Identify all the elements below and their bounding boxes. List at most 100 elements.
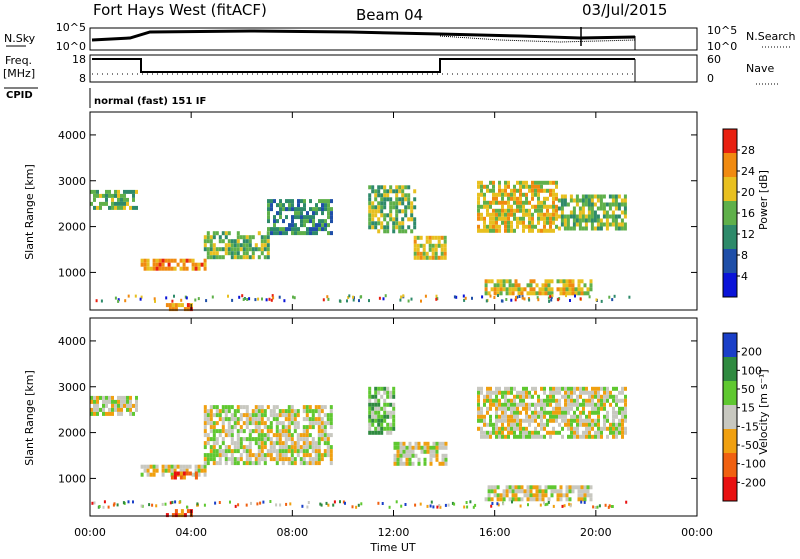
power-cell	[568, 291, 572, 296]
power-cell	[516, 216, 519, 221]
power-cell	[321, 207, 324, 212]
velocity-cell	[290, 433, 294, 438]
velocity-cell	[399, 449, 403, 454]
velocity-cell	[302, 441, 306, 446]
velocity-cell	[507, 414, 510, 419]
velocity-cell	[266, 449, 270, 454]
velocity-cell	[302, 433, 306, 438]
velocity-cell	[576, 434, 579, 439]
power-cell	[507, 212, 510, 217]
power-cell	[513, 196, 516, 201]
power-cell	[513, 200, 516, 205]
velocity-cell	[591, 418, 594, 423]
power-cell	[543, 200, 546, 205]
velocity-cell	[522, 398, 525, 403]
power-cell	[186, 303, 190, 308]
power-cell	[395, 185, 399, 190]
power-cell	[179, 258, 183, 263]
power-cell	[167, 258, 171, 263]
velocity-cell	[180, 513, 184, 518]
power-cell	[117, 299, 120, 303]
velocity-cell	[212, 457, 216, 462]
power-cell	[566, 214, 570, 219]
power-cell	[434, 235, 438, 240]
power-cell	[507, 192, 510, 197]
velocity-cell	[278, 421, 282, 426]
power-cell	[537, 212, 540, 217]
power-cell	[537, 200, 540, 205]
velocity-cell	[588, 422, 591, 427]
velocity-cell	[194, 464, 198, 469]
velocity-cell	[565, 497, 569, 502]
power-cell	[440, 235, 444, 240]
power-cell	[206, 247, 210, 252]
power-cell	[309, 231, 312, 236]
power-colorbar-segment	[723, 225, 737, 249]
power-cell	[389, 189, 393, 194]
power-cell	[496, 291, 500, 296]
velocity-cell	[579, 434, 582, 439]
power-cell	[493, 291, 497, 296]
velocity-cell	[624, 402, 627, 407]
velocity-cell	[293, 425, 297, 430]
velocity-cell	[603, 394, 606, 399]
power-cell	[541, 291, 545, 296]
power-cell	[546, 216, 549, 221]
power-cell	[508, 287, 512, 292]
power-cell	[525, 208, 528, 213]
velocity-cell	[480, 410, 483, 415]
velocity-cell	[483, 414, 486, 419]
power-cell	[590, 226, 594, 231]
velocity-cell	[218, 449, 222, 454]
velocity-cell	[535, 497, 539, 502]
power-cell	[398, 201, 402, 206]
velocity-cell	[135, 395, 138, 400]
velocity-colorbar-tick-label: 50	[741, 383, 755, 396]
velocity-cell	[513, 430, 516, 435]
power-cell	[537, 216, 540, 221]
velocity-cell	[120, 399, 123, 404]
power-cell	[544, 279, 548, 284]
power-cell	[569, 214, 573, 219]
velocity-cell	[224, 409, 228, 414]
velocity-cell	[389, 394, 393, 399]
power-cell	[282, 207, 285, 212]
power-cell	[180, 303, 184, 308]
velocity-cell	[377, 426, 381, 431]
velocity-cell	[93, 399, 96, 404]
velocity-cell	[123, 399, 126, 404]
power-cell	[552, 220, 555, 225]
velocity-colorbar-segment	[723, 333, 737, 357]
power-cell	[389, 213, 393, 218]
velocity-cell	[254, 405, 258, 410]
velocity-cell	[510, 422, 513, 427]
power-cell	[531, 184, 534, 189]
velocity-cell	[263, 409, 267, 414]
power-cell	[276, 203, 279, 208]
power-cell	[374, 205, 378, 210]
power-cell	[437, 243, 441, 248]
velocity-cell	[480, 430, 483, 435]
velocity-cell	[260, 449, 264, 454]
power-cell	[617, 206, 621, 211]
velocity-cell	[224, 461, 228, 466]
velocity-cell	[600, 398, 603, 403]
power-cell	[146, 258, 150, 263]
power-cell	[327, 199, 330, 204]
velocity-cell	[513, 410, 516, 415]
velocity-cell	[257, 417, 261, 422]
velocity-cell	[230, 457, 234, 462]
velocity-cell	[483, 394, 486, 399]
velocity-cell	[284, 409, 288, 414]
power-cell	[519, 192, 522, 197]
power-cell	[614, 226, 618, 231]
velocity-cell	[487, 493, 491, 498]
velocity-cell	[251, 409, 255, 414]
velocity-cell	[308, 433, 312, 438]
power-cell	[514, 287, 518, 292]
velocity-colorbar-segment	[723, 405, 737, 429]
power-cell	[519, 200, 522, 205]
velocity-cell	[579, 402, 582, 407]
velocity-cell	[612, 422, 615, 427]
velocity-cell	[540, 422, 543, 427]
